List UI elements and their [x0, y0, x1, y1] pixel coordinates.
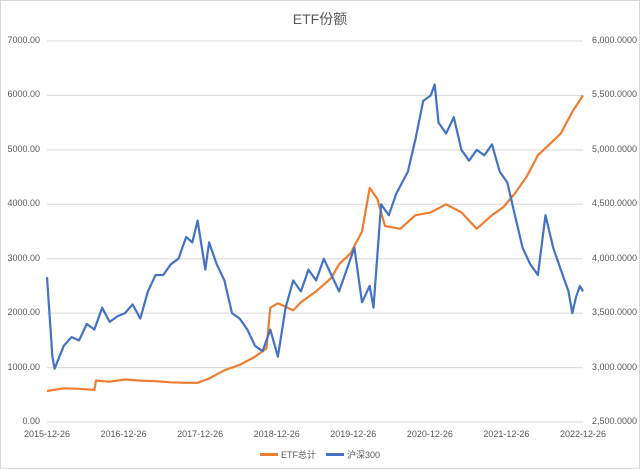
left-tick-label: 4000.00	[7, 198, 40, 209]
left-tick-label: 3000.00	[7, 252, 40, 263]
left-tick-label: 5000.00	[7, 143, 40, 154]
left-tick-label: 0.00	[22, 416, 40, 426]
left-tick-label: 6000.00	[7, 89, 40, 100]
x-tick-label: 2021-12-26	[483, 429, 530, 439]
legend-swatch-hs300	[325, 453, 344, 456]
legend: ETF总计 沪深300	[0, 448, 640, 461]
series-line-hs300	[45, 83, 584, 370]
right-tick-label: 5,000.0000	[592, 143, 638, 154]
x-tick-label: 2019-12-26	[330, 429, 377, 439]
x-tick-label: 2020-12-26	[406, 429, 453, 439]
right-tick-label: 3,500.0000	[592, 307, 638, 318]
legend-item-etf: ETF总计	[259, 448, 316, 461]
chart-title: ETF份额	[292, 11, 348, 27]
left-tick-label: 1000.00	[7, 361, 40, 372]
right-tick-label: 3,000.0000	[592, 361, 638, 372]
x-tick-label: 2015-12-26	[23, 429, 71, 439]
legend-label-etf: ETF总计	[280, 450, 316, 460]
right-tick-label: 5,500.0000	[592, 89, 638, 100]
legend-swatch-etf	[259, 453, 278, 456]
legend-label-hs300: 沪深300	[346, 450, 381, 460]
x-tick-label: 2016-12-26	[100, 429, 147, 439]
right-tick-label: 4,500.0000	[592, 198, 638, 209]
left-tick-label: 7000.00	[7, 35, 40, 45]
x-tick-label: 2018-12-26	[253, 429, 300, 439]
left-tick-label: 2000.00	[7, 307, 40, 318]
legend-item-hs300: 沪深300	[325, 448, 381, 461]
series-line-etf	[46, 94, 584, 393]
right-tick-label: 2,500.0000	[592, 416, 638, 426]
x-tick-label: 2022-12-26	[559, 429, 607, 439]
x-tick-label: 2017-12-26	[177, 429, 224, 439]
right-tick-label: 4,000.0000	[592, 252, 638, 263]
right-tick-label: 6,000.0000	[592, 35, 638, 45]
